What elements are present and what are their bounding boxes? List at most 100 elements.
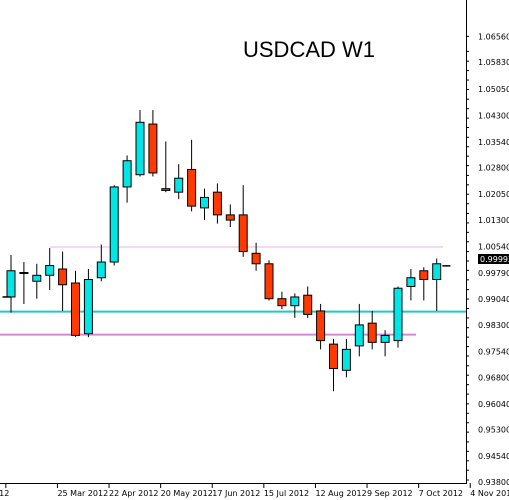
x-tick-label: 7 Oct 2012 [419, 489, 463, 498]
x-tick-label: 22 Apr 2012 [109, 489, 158, 498]
candle-body [71, 282, 80, 336]
x-tick-label: 2012 [0, 489, 9, 498]
candle [303, 286, 313, 318]
current-price-badge [478, 254, 509, 264]
y-tick-label: 1.05050 [478, 85, 509, 94]
candle-body [329, 343, 338, 370]
candle [341, 338, 351, 378]
x-tick-label: 4 Nov 2012 [470, 489, 509, 498]
candle-body [290, 296, 300, 307]
candle-body [32, 274, 42, 282]
y-tick-label: 0.99790 [478, 269, 509, 278]
candle [393, 286, 403, 348]
candle [32, 263, 42, 299]
candle-body [135, 121, 145, 176]
candle [329, 338, 338, 392]
candle-body [432, 263, 442, 280]
candle [45, 248, 55, 290]
y-axis-ticks: 1.06560 1.05830 1.05050 1.04300 1.03540 1.028… [466, 32, 509, 487]
candle [174, 164, 184, 200]
candle [135, 110, 145, 177]
candle-body [187, 168, 197, 207]
candle [290, 293, 300, 318]
candle-body [212, 191, 222, 216]
current-price-box: 0.99992 [478, 254, 509, 264]
dash-marks [2, 265, 451, 298]
candle [161, 141, 171, 193]
y-tick-label: 1.02050 [478, 190, 509, 199]
candle-body [316, 310, 326, 342]
y-tick-label: 0.96040 [478, 400, 509, 409]
candle-body [19, 272, 29, 275]
candle-body [238, 214, 248, 253]
candle [432, 258, 442, 311]
candle-body [122, 160, 132, 188]
y-tick-label: 1.03540 [478, 138, 509, 147]
candle [367, 310, 377, 350]
candle-body [58, 268, 68, 286]
candle-body [380, 334, 390, 343]
candle-body [367, 322, 377, 343]
candle [277, 291, 287, 310]
current-price-label: 0.99992 [480, 255, 509, 264]
chart-title: USDCAD W1 [243, 37, 375, 62]
candle-body [354, 324, 364, 347]
candle-body [96, 261, 106, 279]
candle-body [419, 270, 429, 280]
candle-body [303, 294, 313, 315]
y-tick-label: 1.00540 [478, 243, 509, 252]
y-tick-label: 1.01300 [478, 216, 509, 225]
candle [264, 260, 274, 301]
x-tick-label: 12 Aug 2012 [315, 489, 366, 498]
x-tick-label: 15 Jul 2012 [264, 489, 309, 498]
y-tick-label: 0.96800 [478, 373, 509, 382]
candle-body [406, 277, 416, 287]
y-tick-label: 0.95300 [478, 426, 509, 435]
candles [6, 110, 442, 392]
candle [200, 188, 209, 221]
candle-body [161, 188, 171, 191]
y-tick-label: 0.97540 [478, 347, 509, 356]
candle-body [200, 196, 209, 209]
candle [96, 244, 106, 282]
candle-body [174, 177, 184, 193]
candle [148, 110, 158, 177]
candle [251, 242, 261, 271]
candle [380, 330, 390, 357]
candle [83, 269, 93, 338]
candle-body [148, 123, 158, 174]
candle [419, 267, 429, 301]
candle-body [45, 265, 55, 276]
candle [71, 270, 80, 338]
candle-body [393, 287, 403, 342]
candle [19, 262, 29, 304]
x-tick-label: 17 Jun 2012 [212, 489, 260, 498]
candle-body [251, 252, 261, 265]
x-tick-label: 20 May 2012 [161, 489, 213, 498]
candle-body [109, 186, 119, 263]
candle-body [264, 263, 274, 300]
y-tick-label: 0.99040 [478, 295, 509, 304]
y-tick-label: 1.04300 [478, 111, 509, 120]
candle [122, 155, 132, 203]
candle-body [83, 278, 93, 335]
y-tick-label: 1.06560 [478, 32, 509, 41]
x-tick-label: 25 Mar 2012 [57, 489, 108, 498]
y-tick-label: 0.98300 [478, 321, 509, 330]
candle-body [6, 270, 16, 298]
candle-body [277, 298, 287, 307]
x-tick-label: 9 Sep 2012 [367, 489, 413, 498]
candle [225, 204, 235, 228]
candle-body [341, 348, 351, 371]
candle [187, 139, 197, 212]
candle-body [225, 214, 235, 221]
candle [316, 303, 326, 350]
candle [6, 255, 16, 313]
candle [354, 303, 364, 357]
candle [406, 269, 416, 301]
candle [212, 183, 222, 224]
y-tick-label: 0.93800 [478, 478, 509, 487]
y-tick-label: 1.02800 [478, 164, 509, 173]
